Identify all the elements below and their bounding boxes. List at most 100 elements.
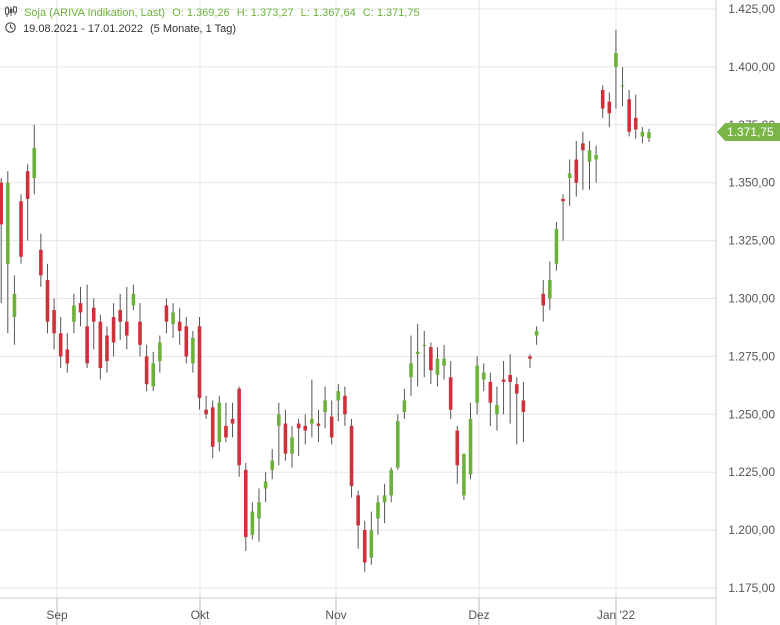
candle	[422, 330, 427, 378]
candle	[521, 381, 526, 443]
candle	[131, 284, 136, 311]
candle	[336, 384, 341, 422]
candle	[343, 386, 347, 426]
candle	[356, 490, 360, 549]
candle	[587, 141, 592, 190]
candle-body-down	[177, 321, 182, 331]
candle-body-up	[131, 293, 136, 306]
candle-body-down	[429, 347, 433, 371]
candle-body-down	[633, 117, 638, 130]
candle	[283, 409, 288, 461]
candle-body-up	[647, 132, 651, 139]
candle	[58, 317, 63, 368]
last-price-arrow	[717, 123, 725, 142]
candle	[574, 141, 579, 197]
candle-body-up	[171, 312, 175, 324]
candle-body-down	[111, 317, 116, 343]
candle	[369, 511, 374, 565]
candle	[98, 314, 103, 380]
x-tick-label: Nov	[325, 608, 346, 622]
candle	[514, 377, 519, 445]
last-price-tag: 1.371,75	[717, 123, 780, 142]
y-tick-label: 1.200,00	[728, 523, 775, 537]
candle	[396, 414, 400, 470]
candle	[534, 326, 539, 345]
candle-body-down	[45, 279, 50, 322]
candle-body-up	[409, 363, 413, 378]
candle	[323, 386, 327, 429]
candle-body-down	[329, 416, 334, 438]
candle-body-down	[627, 99, 631, 132]
x-tick-label: Sep	[46, 608, 68, 622]
date-range: 19.08.2021 - 17.01.2022	[23, 23, 143, 35]
candle-body-up	[548, 279, 552, 299]
candle	[158, 335, 162, 373]
instrument-name: Soja (ARIVA Indikation, Last)	[24, 7, 166, 19]
candle	[435, 347, 440, 387]
candle	[409, 335, 413, 396]
candle	[277, 402, 281, 466]
candle	[111, 303, 116, 357]
candle-body-down	[488, 381, 493, 403]
period-label: (5 Monate, 1 Tag)	[150, 23, 237, 35]
candle-body-down	[118, 310, 122, 322]
candle-body-up	[72, 305, 76, 322]
candle-body-down	[65, 349, 70, 364]
x-tick-label: Dez	[468, 608, 489, 622]
candle-body-up	[620, 85, 625, 87]
candle-body-up	[323, 400, 327, 412]
candle	[12, 275, 17, 345]
candle	[230, 402, 235, 438]
candle	[191, 330, 195, 373]
candle-body-up	[614, 53, 618, 67]
candle-body-up	[151, 363, 156, 387]
candle	[85, 284, 89, 368]
candle-body-up	[191, 337, 195, 364]
candle	[72, 293, 76, 334]
grid-lines	[0, 0, 716, 625]
candle-body-up	[158, 342, 162, 362]
y-tick-label: 1.400,00	[728, 60, 775, 74]
candle-body-up	[336, 391, 341, 401]
candle	[78, 286, 83, 327]
candle-body-down	[19, 201, 23, 257]
candle	[25, 164, 30, 241]
candle	[415, 323, 420, 387]
candle-body-up	[250, 511, 255, 535]
candles	[0, 29, 651, 572]
candle	[600, 85, 605, 118]
candle-body-down	[508, 374, 512, 382]
candle	[303, 414, 308, 445]
candle	[250, 502, 255, 540]
high-value: H: 1.373,27	[236, 7, 294, 19]
candle	[468, 402, 473, 480]
candle-body-down	[574, 159, 579, 183]
candle-body-down	[561, 198, 565, 202]
candle	[548, 261, 552, 311]
candle	[45, 263, 50, 334]
candle-body-down	[514, 384, 519, 394]
candle-body-up	[587, 150, 592, 162]
candle-body-down	[204, 409, 208, 415]
candle	[184, 317, 189, 364]
candle-body-down	[455, 430, 460, 466]
candle	[224, 402, 228, 443]
candle	[581, 131, 585, 190]
candle	[614, 29, 618, 109]
candle	[647, 128, 651, 142]
candle	[144, 344, 149, 392]
candle-body-down	[224, 425, 228, 438]
candle-body-up	[481, 372, 486, 380]
close-value: C: 1.371,75	[362, 7, 420, 19]
candle	[362, 520, 367, 572]
candle	[171, 303, 175, 338]
candle	[204, 395, 208, 419]
candle	[197, 317, 202, 410]
candle-body-down	[210, 407, 215, 447]
y-tick-label: 1.275,00	[728, 349, 775, 363]
candle	[462, 453, 466, 500]
candle	[607, 92, 612, 128]
y-tick-label: 1.425,00	[728, 2, 775, 16]
candle-body-down	[296, 423, 301, 429]
candle	[620, 66, 625, 107]
